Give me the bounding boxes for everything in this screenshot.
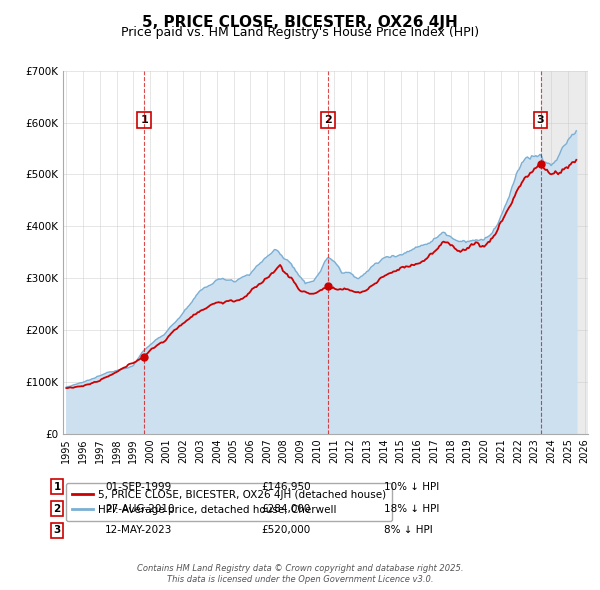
Text: £146,950: £146,950 bbox=[261, 482, 311, 491]
Text: 27-AUG-2010: 27-AUG-2010 bbox=[105, 504, 175, 513]
Text: This data is licensed under the Open Government Licence v3.0.: This data is licensed under the Open Gov… bbox=[167, 575, 433, 584]
Text: £284,000: £284,000 bbox=[261, 504, 310, 513]
Text: 1: 1 bbox=[140, 115, 148, 124]
Text: 2: 2 bbox=[53, 504, 61, 513]
Text: 3: 3 bbox=[537, 115, 544, 124]
Bar bbox=[541, 71, 588, 434]
Text: 12-MAY-2023: 12-MAY-2023 bbox=[105, 526, 172, 535]
Text: Contains HM Land Registry data © Crown copyright and database right 2025.: Contains HM Land Registry data © Crown c… bbox=[137, 565, 463, 573]
Text: 18% ↓ HPI: 18% ↓ HPI bbox=[384, 504, 439, 513]
Text: Price paid vs. HM Land Registry's House Price Index (HPI): Price paid vs. HM Land Registry's House … bbox=[121, 26, 479, 39]
Legend: 5, PRICE CLOSE, BICESTER, OX26 4JH (detached house), HPI: Average price, detache: 5, PRICE CLOSE, BICESTER, OX26 4JH (deta… bbox=[65, 483, 392, 521]
Text: 01-SEP-1999: 01-SEP-1999 bbox=[105, 482, 171, 491]
Text: 8% ↓ HPI: 8% ↓ HPI bbox=[384, 526, 433, 535]
Text: £520,000: £520,000 bbox=[261, 526, 310, 535]
Text: 2: 2 bbox=[324, 115, 332, 124]
Text: 10% ↓ HPI: 10% ↓ HPI bbox=[384, 482, 439, 491]
Text: 5, PRICE CLOSE, BICESTER, OX26 4JH: 5, PRICE CLOSE, BICESTER, OX26 4JH bbox=[142, 15, 458, 30]
Text: 3: 3 bbox=[53, 526, 61, 535]
Text: 1: 1 bbox=[53, 482, 61, 491]
